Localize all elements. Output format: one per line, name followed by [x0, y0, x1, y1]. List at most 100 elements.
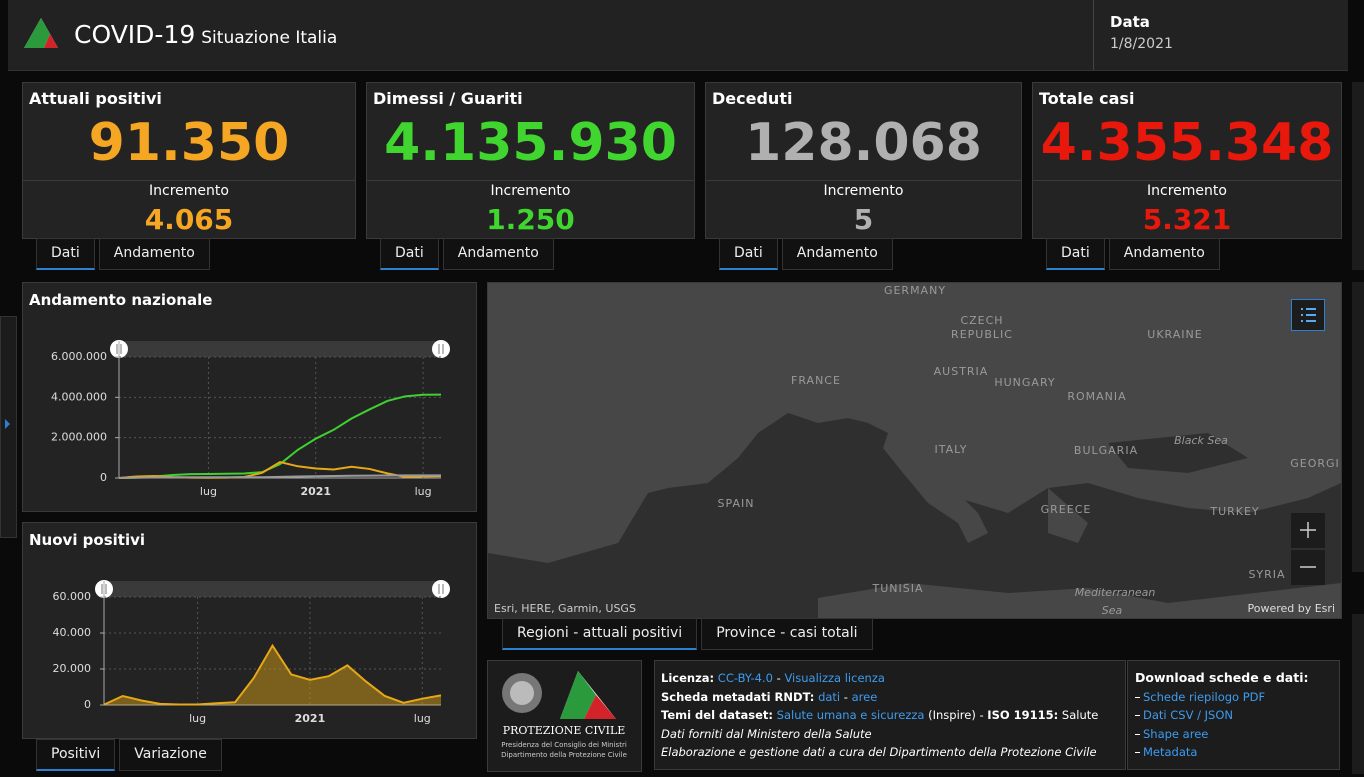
chart-panel: Nuovi positivi 0 20.000 40.000 60.000 lug 2021… — [22, 522, 477, 739]
info-label: Scheda metadati RNDT: — [661, 689, 815, 704]
y-tick-label: 40.000 — [53, 626, 92, 639]
info-note: Dati forniti dal Ministero della Salute — [661, 726, 872, 741]
x-tick-label: lug — [414, 712, 431, 725]
header: COVID-19 Situazione Italia Data 1/8/2021 — [8, 0, 1348, 71]
download-link[interactable]: Dati CSV / JSON — [1143, 708, 1233, 722]
map-label: BULGARIA — [1074, 444, 1138, 457]
y-tick-label: 0 — [84, 698, 91, 711]
map-label: ROMANIA — [1067, 390, 1126, 403]
map-label: SPAIN — [718, 497, 755, 510]
side-panel — [1352, 82, 1364, 270]
map-label: SYRIA — [1248, 568, 1285, 581]
map-label: AUSTRIA — [934, 365, 989, 378]
date-label: Data — [1110, 13, 1150, 31]
logo-name: PROTEZIONE CIVILE — [503, 724, 626, 737]
map-label: Black Sea — [1174, 434, 1228, 447]
stat-card: Dimessi / Guariti 4.135.930 Incremento 1.25… — [366, 82, 695, 239]
increment-label: Incremento — [823, 183, 904, 199]
increment-value: 5.321 — [1142, 203, 1232, 236]
chart-tabs: Positivi Variazione — [36, 739, 222, 771]
tab[interactable]: Regioni - attuali positivi — [502, 618, 698, 650]
logo-icon — [24, 18, 58, 48]
info-link[interactable]: dati — [818, 689, 841, 704]
increment-label: Incremento — [1147, 183, 1227, 199]
x-tick-label: lug — [200, 485, 217, 498]
map-tabs: Regioni - attuali positivi Province - cas… — [502, 618, 873, 650]
info-text: - — [772, 671, 785, 685]
tab[interactable]: Variazione — [119, 739, 222, 771]
info-label: Temi del dataset: — [661, 708, 774, 722]
tab[interactable]: Dati — [719, 238, 778, 270]
map-label: Mediterranean — [1075, 586, 1156, 599]
range-slider[interactable] — [104, 581, 441, 597]
map-label: GEORGI — [1290, 457, 1340, 470]
map[interactable]: GERMANY CZECH REPUBLIC UKRAINE FRANCE AUSTRIA… — [487, 282, 1342, 619]
zoom-controls[interactable] — [1291, 513, 1325, 585]
slider-handle[interactable] — [432, 340, 450, 358]
increment-value: 5 — [853, 203, 874, 236]
map-label: HUNGARY — [994, 376, 1055, 389]
range-slider[interactable] — [119, 341, 441, 357]
map-label: GERMANY — [884, 284, 946, 297]
handle-grip — [101, 584, 107, 594]
tab[interactable]: Andamento — [781, 238, 893, 270]
map-label: TUNISIA — [872, 582, 924, 595]
tab[interactable]: Andamento — [442, 238, 554, 270]
map-label: Sea — [1102, 604, 1123, 617]
chart-title: Nuovi positivi — [29, 531, 146, 549]
tab[interactable]: Province - casi totali — [701, 618, 873, 650]
tab[interactable]: Dati — [380, 238, 439, 270]
date-value: 1/8/2021 — [1110, 36, 1173, 52]
dash — [1135, 696, 1140, 698]
increment-label: Incremento — [490, 183, 571, 199]
map-label: REPUBLIC — [951, 328, 1013, 341]
legend-button[interactable] — [1291, 299, 1325, 331]
map-powered: Powered by Esri — [1247, 602, 1335, 615]
y-tick-label: 60.000 — [53, 590, 92, 603]
y-tick-label: 6.000.000 — [51, 350, 107, 363]
tab[interactable]: Dati — [36, 238, 95, 270]
tab[interactable]: Positivi — [36, 739, 116, 771]
card-tabs: Dati Andamento — [719, 238, 893, 270]
info-link[interactable]: Visualizza licenza — [784, 671, 885, 685]
card-tabs: Dati Andamento — [380, 238, 554, 270]
line — [103, 643, 442, 706]
map-attribution: Esri, HERE, Garmin, USGS — [494, 602, 636, 615]
y-tick-label: 2.000.000 — [51, 431, 107, 444]
map-label: ITALY — [934, 443, 967, 456]
side-toggle[interactable] — [0, 316, 17, 538]
stat-card: Attuali positivi 91.350 Incremento 4.065 — [22, 82, 356, 239]
info-link[interactable]: Salute umana e sicurezza — [776, 708, 925, 722]
info-line: Elaborazione e gestione dati a cura del … — [661, 743, 1125, 762]
info-line: Temi del dataset: Salute umana e sicurez… — [661, 706, 1125, 725]
tab[interactable]: Andamento — [1108, 238, 1220, 270]
tab[interactable]: Dati — [1046, 238, 1105, 270]
y-tick-label: 0 — [100, 471, 107, 484]
handle-grip — [438, 584, 444, 594]
info-link[interactable]: CC-BY-4.0 — [717, 671, 773, 685]
dash — [1135, 715, 1140, 716]
dash — [1135, 752, 1140, 753]
info-line: Dati forniti dal Ministero della Salute — [661, 725, 1125, 744]
download-item: Metadata — [1135, 743, 1339, 762]
divider — [23, 180, 355, 181]
app-title: COVID-19 — [74, 20, 196, 49]
card-tabs: Dati Andamento — [1046, 238, 1220, 270]
divider — [706, 180, 1021, 181]
slider-handle[interactable] — [432, 580, 450, 598]
logo-line: Dipartimento della Protezione Civile — [501, 751, 627, 759]
divider — [367, 180, 694, 181]
increment-label: Incremento — [149, 183, 229, 199]
card-title: Totale casi — [1039, 89, 1135, 108]
download-item: Dati CSV / JSON — [1135, 706, 1339, 725]
download-link[interactable]: Shape aree — [1143, 726, 1209, 741]
info-link[interactable]: aree — [851, 689, 878, 704]
tab[interactable]: Andamento — [98, 238, 210, 270]
info-note: Elaborazione e gestione dati a cura del … — [661, 745, 1097, 759]
y-tick-label: 4.000.000 — [51, 390, 107, 403]
download-title: Download schede e dati: — [1135, 670, 1309, 685]
info-label: Licenza: — [661, 671, 715, 685]
download-link[interactable]: Schede riepilogo PDF — [1143, 689, 1266, 704]
download-link[interactable]: Metadata — [1143, 745, 1198, 759]
